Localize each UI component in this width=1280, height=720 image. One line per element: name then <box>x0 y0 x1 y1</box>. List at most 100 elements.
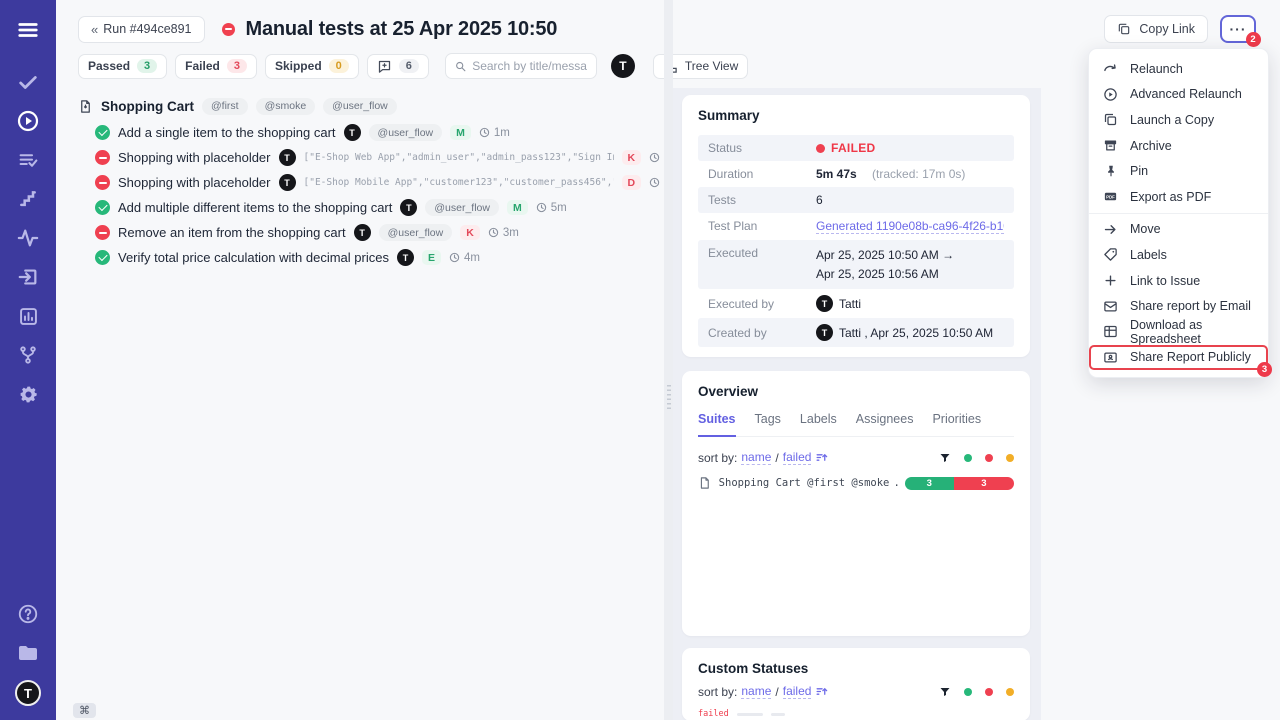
suite-tag[interactable]: @user_flow <box>323 97 397 115</box>
copy-icon <box>1119 23 1130 35</box>
sort-by-name-link[interactable]: name <box>741 684 772 700</box>
menu-item-share-report-publicly[interactable]: Share Report Publicly 3 <box>1089 344 1272 378</box>
assignee-avatar[interactable]: T <box>396 249 414 266</box>
sort-asc-icon[interactable] <box>815 685 828 698</box>
test-tag[interactable]: @user_flow <box>378 224 453 241</box>
assignee-avatar[interactable]: T <box>278 149 296 166</box>
tab-suites[interactable]: Suites <box>698 412 736 438</box>
milestone-badge[interactable]: M <box>450 125 471 140</box>
activity-icon[interactable] <box>16 226 40 250</box>
legend-skipped-dot[interactable] <box>1006 453 1014 462</box>
filter-funnel-icon[interactable] <box>939 686 951 698</box>
status-value: FAILED <box>816 141 875 155</box>
menu-item-advanced-relaunch[interactable]: Advanced Relaunch <box>1089 82 1268 108</box>
sort-asc-icon[interactable] <box>815 451 828 464</box>
test-row[interactable]: Remove an item from the shopping cart T … <box>78 220 1270 245</box>
panel-resize-divider[interactable] <box>664 0 673 720</box>
summary-row-executed: Executed Apr 25, 2025 10:50 AM → Apr 25,… <box>698 240 1014 290</box>
milestone-badge[interactable]: K <box>460 225 480 240</box>
tests-icon[interactable] <box>16 70 40 94</box>
tab-priorities[interactable]: Priorities <box>932 412 982 427</box>
menu-item-archive[interactable]: Archive <box>1089 133 1268 159</box>
copy-link-button[interactable]: Copy Link <box>1104 15 1208 43</box>
suite-result-bar[interactable]: 3 3 <box>904 476 1014 490</box>
tab-tags[interactable]: Tags <box>754 412 781 427</box>
menu-item-launch-copy[interactable]: Launch a Copy <box>1089 107 1268 133</box>
filter-funnel-icon[interactable] <box>939 452 951 464</box>
menu-divider <box>1089 212 1268 214</box>
assignee-avatar[interactable]: T <box>343 124 361 141</box>
user-avatar[interactable]: T <box>15 680 41 706</box>
filter-failed[interactable]: Failed 3 <box>175 53 257 79</box>
integrations-branch-icon[interactable] <box>16 343 40 367</box>
menu-item-share-email[interactable]: Share report by Email <box>1089 293 1268 319</box>
sort-by-name-link[interactable]: name <box>741 450 772 466</box>
test-runs-icon[interactable] <box>16 109 40 133</box>
test-row[interactable]: Verify total price calculation with deci… <box>78 245 1270 270</box>
menu-item-labels[interactable]: Labels <box>1089 242 1268 268</box>
filter-skipped[interactable]: Skipped 0 <box>264 53 359 79</box>
settings-gear-icon[interactable] <box>16 382 40 406</box>
milestone-badge[interactable]: M <box>506 200 528 215</box>
legend-skipped-dot[interactable] <box>1006 687 1014 696</box>
assignee-avatar[interactable]: T <box>400 199 418 216</box>
envelope-icon <box>1104 301 1117 312</box>
help-icon[interactable] <box>16 602 40 626</box>
sort-by-label: sort by: <box>698 450 738 465</box>
test-tag[interactable]: @user_flow <box>425 199 499 216</box>
legend-failed-dot[interactable] <box>985 687 993 696</box>
menu-item-link-to-issue[interactable]: Link to Issue <box>1089 268 1268 294</box>
suite-bar-label[interactable]: Shopping Cart @first @smoke … <box>718 477 898 490</box>
keyboard-shortcut-hint[interactable]: ⌘ <box>73 703 96 718</box>
menu-item-relaunch[interactable]: Relaunch <box>1089 56 1268 82</box>
test-title: Verify total price calculation with deci… <box>118 250 389 265</box>
copy-link-label: Copy Link <box>1139 22 1195 36</box>
requirements-icon[interactable] <box>16 265 40 289</box>
tab-labels[interactable]: Labels <box>799 412 837 427</box>
assignee-filter-avatar[interactable]: T <box>610 54 635 78</box>
summary-row-executed-by: Executed by T Tatti <box>708 295 862 313</box>
sort-by-failed-link[interactable]: failed <box>782 684 812 700</box>
passed-status-icon <box>95 250 110 265</box>
test-tag[interactable]: @user_flow <box>368 124 443 141</box>
ellipsis-icon: ··· <box>1229 21 1247 37</box>
more-actions-button[interactable]: ··· 2 <box>1220 15 1261 47</box>
projects-folder-icon[interactable] <box>16 641 40 665</box>
milestone-badge[interactable]: K <box>621 150 642 165</box>
reports-icon[interactable] <box>16 304 40 328</box>
test-plan-link[interactable]: Generated 1190e08b-ca96-4f26-b10f-d6dc… <box>816 219 1004 234</box>
milestone-badge[interactable]: D <box>621 175 642 190</box>
suite-tag[interactable]: @first <box>202 97 248 115</box>
test-row[interactable]: Add multiple different items to the shop… <box>78 195 1270 220</box>
legend-passed-dot[interactable] <box>964 687 972 696</box>
test-parameters: ["E-Shop Mobile App","customer123","cust… <box>303 177 614 188</box>
run-id-label: Run #494ce891 <box>103 22 192 36</box>
menu-item-pin[interactable]: Pin <box>1089 158 1268 184</box>
test-row[interactable]: Shopping with placeholder T ["E-Shop Mob… <box>78 170 1270 195</box>
assignee-avatar[interactable]: T <box>278 174 296 191</box>
suite-row[interactable]: Shopping Cart @first @smoke @user_flow 3… <box>78 92 1270 120</box>
summary-title: Summary <box>698 108 760 123</box>
reviews-icon[interactable] <box>16 148 40 172</box>
milestones-icon[interactable] <box>16 187 40 211</box>
tab-assignees[interactable]: Assignees <box>855 412 914 427</box>
menu-item-export-pdf[interactable]: PDF Export as PDF <box>1089 184 1268 210</box>
sort-by-failed-link[interactable]: failed <box>782 450 812 466</box>
menu-item-move[interactable]: Move <box>1089 217 1268 243</box>
summary-card: Summary Status FAILED Duration 5m 47s (t… <box>682 95 1030 358</box>
filter-passed[interactable]: Passed 3 <box>78 53 168 79</box>
hamburger-menu-icon[interactable] <box>16 18 40 42</box>
legend-passed-dot[interactable] <box>964 453 972 462</box>
back-to-run-button[interactable]: « Run #494ce891 <box>78 15 205 43</box>
suite-tag[interactable]: @smoke <box>255 97 316 115</box>
search-box <box>444 53 597 79</box>
legend-failed-dot[interactable] <box>985 453 993 462</box>
executed-to: Apr 25, 2025 10:56 AM <box>816 266 939 281</box>
search-input[interactable] <box>472 59 587 73</box>
test-row[interactable]: Add a single item to the shopping cart T… <box>78 120 1270 145</box>
filter-comments[interactable]: 6 <box>366 53 429 79</box>
assignee-avatar[interactable]: T <box>353 224 371 241</box>
overview-tabs: Suites Tags Labels Assignees Priorities <box>698 412 1014 438</box>
menu-item-download-spreadsheet[interactable]: Download as Spreadsheet <box>1089 318 1268 346</box>
milestone-badge[interactable]: E <box>421 250 441 265</box>
